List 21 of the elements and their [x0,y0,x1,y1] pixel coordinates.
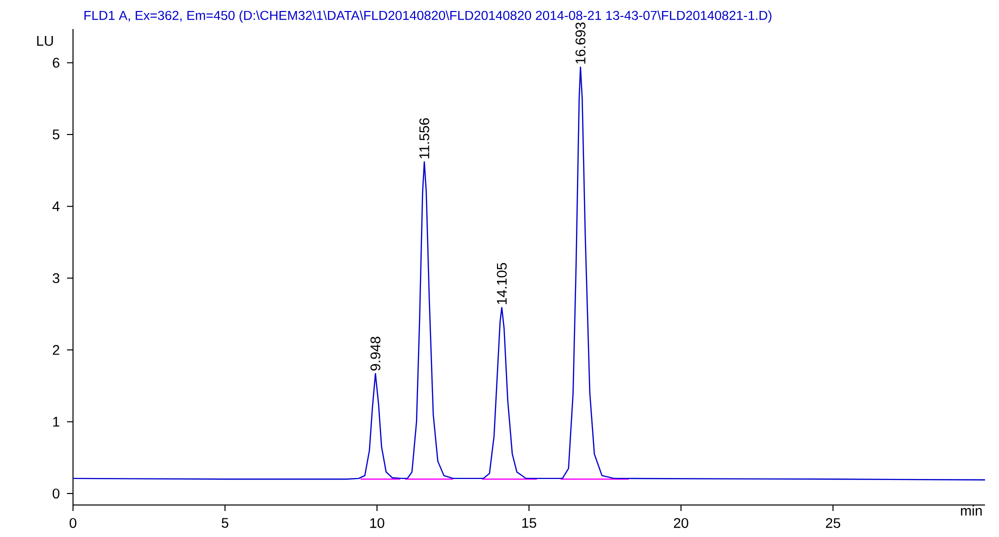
y-tick-label: 1 [53,416,60,427]
y-tick-label: 4 [52,202,60,212]
annotation: 11.556 [419,118,430,158]
chart-title: FLD1 A, Ex=362, Em=450 (D:\CHEM32\1\DATA\FLD20140820\FLD20140820 2014-08-21 13-43-07\FLD20140821-1.D) [84,10,772,23]
annotation: 16.693 [576,22,586,64]
annotation: 14.105 [496,262,507,304]
y-tick-label: 0 [52,488,60,498]
y-axis-title: LU [37,36,53,46]
x-tick-label: 0 [70,518,76,528]
line-series [72,66,986,480]
x-tick-label: 25 [826,518,840,528]
y-tick-label: 5 [52,130,60,140]
x-tick-label: 20 [674,518,688,528]
y-tick-label: 2 [52,345,60,355]
annotation: 9.948 [370,336,380,371]
x-axis-title: min [960,505,982,516]
x-tick-label: 10 [370,518,384,528]
x-tick-label: 5 [222,518,228,528]
y-tick-label: 6 [52,58,60,68]
x-tick-label: 15 [522,518,536,528]
y-tick-label: 3 [52,273,60,284]
